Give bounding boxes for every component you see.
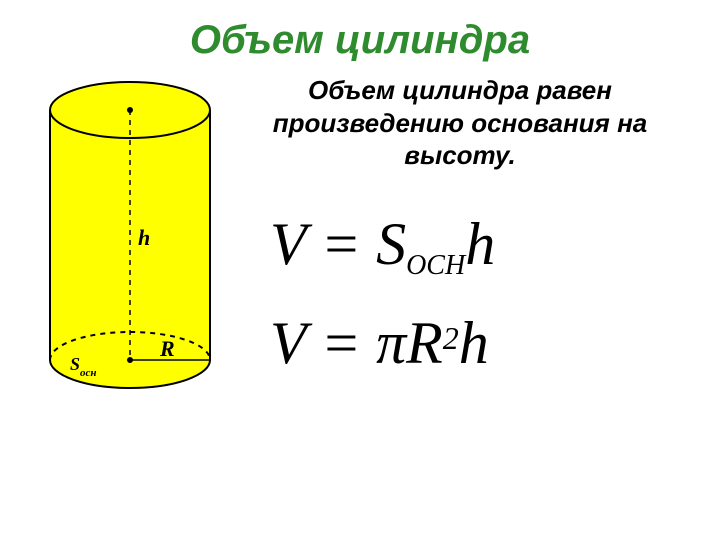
formula-1-S: S bbox=[376, 211, 406, 277]
formula-2: V = πR2h bbox=[270, 309, 690, 378]
formula-2-R: R bbox=[406, 310, 443, 376]
formula-2-eq: = bbox=[306, 310, 377, 376]
height-label: h bbox=[138, 225, 150, 250]
slide-page: Объем цилиндра Объем цилиндра равен прои… bbox=[0, 0, 720, 540]
formula-2-V: V bbox=[270, 310, 306, 376]
formula-1-V: V bbox=[270, 211, 306, 277]
formula-2-pi: π bbox=[376, 310, 406, 376]
cylinder-svg: h R Sосн bbox=[30, 80, 230, 410]
radius-label: R bbox=[159, 336, 175, 361]
formula-1-sub: OCH bbox=[406, 250, 465, 281]
formula-1-h: h bbox=[465, 211, 495, 277]
page-title: Объем цилиндра bbox=[0, 18, 720, 63]
formula-2-h: h bbox=[459, 310, 489, 376]
formulas-block: V = SOCHh V = πR2h bbox=[270, 210, 690, 408]
formula-1-eq: = bbox=[306, 211, 377, 277]
cylinder-diagram: h R Sосн bbox=[30, 80, 230, 410]
formula-2-sup: 2 bbox=[443, 320, 459, 356]
formula-1: V = SOCHh bbox=[270, 210, 690, 279]
page-subtitle: Объем цилиндра равен произведению основа… bbox=[220, 74, 700, 172]
